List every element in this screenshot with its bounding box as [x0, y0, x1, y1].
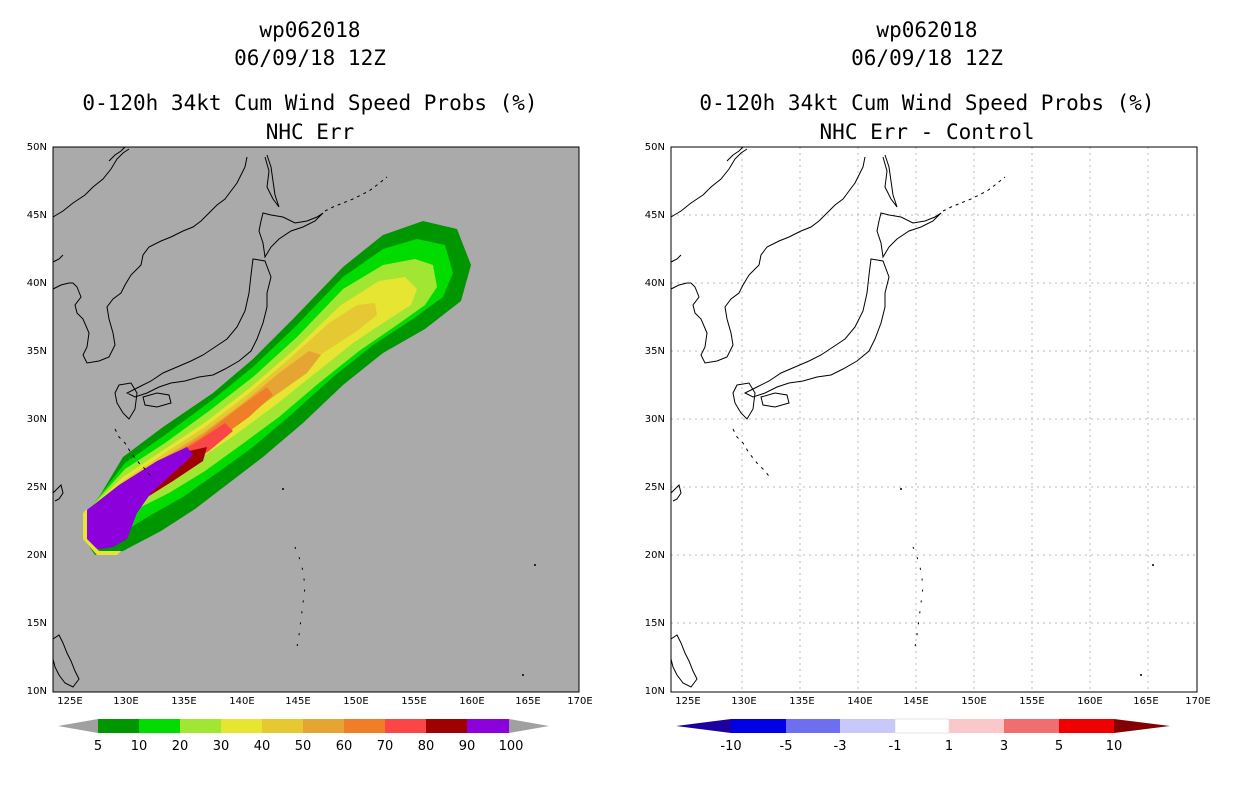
- left-colorbar-bin-50: [303, 719, 344, 733]
- left-colorbar-bin-20: [180, 719, 221, 733]
- prob-band-90: [83, 447, 193, 549]
- right-product-title: 0-120h 34kt Cum Wind Speed Probs (%): [699, 91, 1155, 115]
- left-map-frame: [52, 146, 580, 693]
- left-cb-label-60: 60: [336, 739, 353, 754]
- right-cb-label-neg3: -3: [834, 739, 847, 754]
- right-subtitle: NHC Err - Control: [819, 120, 1035, 144]
- right-colorbar-bin-3: [1004, 719, 1059, 733]
- left-lat-45n: 45N: [27, 210, 47, 221]
- right-lon-145e: 145E: [903, 696, 928, 707]
- right-colorbar-bin-neg1: [894, 718, 950, 734]
- left-lat-40n: 40N: [27, 278, 47, 289]
- left-lat-10n: 10N: [27, 686, 47, 697]
- right-lon-135e: 135E: [789, 696, 814, 707]
- left-product-title: 0-120h 34kt Cum Wind Speed Probs (%): [82, 91, 538, 115]
- left-lat-25n: 25N: [27, 482, 47, 493]
- left-cb-label-70: 70: [377, 739, 394, 754]
- right-storm-id: wp062018: [876, 18, 978, 42]
- left-colorbar-over: [509, 719, 549, 733]
- right-cb-label-neg10: -10: [720, 739, 741, 754]
- right-datetime: 06/09/18 12Z: [851, 46, 1003, 70]
- left-cb-label-100: 100: [499, 739, 524, 754]
- right-lat-10n: 10N: [645, 686, 665, 697]
- left-lon-125e: 125E: [57, 696, 82, 707]
- left-cb-label-40: 40: [254, 739, 271, 754]
- left-colorbar-bin-40: [262, 719, 303, 733]
- left-colorbar-bin-10: [139, 719, 180, 733]
- right-colorbar-bin-5: [1059, 719, 1114, 733]
- left-lon-140e: 140E: [229, 696, 254, 707]
- right-lon-125e: 125E: [675, 696, 700, 707]
- left-cb-label-80: 80: [418, 739, 435, 754]
- right-colorbar-under: [676, 719, 731, 733]
- right-cb-label-neg1: -1: [889, 739, 902, 754]
- left-lat-30n: 30N: [27, 414, 47, 425]
- left-cb-label-30: 30: [213, 739, 230, 754]
- left-lon-165e: 165E: [515, 696, 540, 707]
- left-cb-label-90: 90: [459, 739, 476, 754]
- right-cb-label-3: 3: [1000, 739, 1008, 754]
- left-lat-20n: 20N: [27, 550, 47, 561]
- right-lon-140e: 140E: [847, 696, 872, 707]
- left-subtitle: NHC Err: [265, 120, 355, 144]
- left-lon-150e: 150E: [343, 696, 368, 707]
- left-map: [52, 146, 580, 693]
- right-cb-label-1: 1: [945, 739, 953, 754]
- left-lon-145e: 145E: [285, 696, 310, 707]
- right-colorbar-bin-neg3: [840, 719, 895, 733]
- left-colorbar-bin-30: [221, 719, 262, 733]
- right-map-gridlines: [671, 147, 1197, 692]
- right-colorbar-over: [1114, 719, 1170, 733]
- left-colorbar-bin-80: [426, 719, 467, 733]
- right-colorbar-bin-neg5: [786, 719, 840, 733]
- left-colorbar-bin-70: [385, 719, 426, 733]
- right-lat-35n: 35N: [645, 346, 665, 357]
- left-map-background: [53, 147, 579, 692]
- left-colorbar: 5 10 20 30 40 50 60 70 80 90 100: [58, 719, 549, 754]
- right-lon-150e: 150E: [961, 696, 986, 707]
- left-colorbar-under: [58, 719, 98, 733]
- left-cb-label-50: 50: [295, 739, 312, 754]
- prob-band-100: [83, 509, 121, 555]
- right-lat-45n: 45N: [645, 210, 665, 221]
- left-lat-50n: 50N: [27, 142, 47, 153]
- right-map: [670, 146, 1198, 693]
- right-colorbar: -10 -5 -3 -1 1 3 5 10: [676, 718, 1170, 754]
- right-map-frame: [670, 146, 1198, 693]
- right-lat-40n: 40N: [645, 278, 665, 289]
- right-lat-25n: 25N: [645, 482, 665, 493]
- left-colorbar-bin-60: [344, 719, 385, 733]
- left-lon-135e: 135E: [171, 696, 196, 707]
- left-lon-130e: 130E: [113, 696, 138, 707]
- left-lat-35n: 35N: [27, 346, 47, 357]
- left-cb-label-5: 5: [94, 739, 102, 754]
- right-lat-50n: 50N: [645, 142, 665, 153]
- right-lat-20n: 20N: [645, 550, 665, 561]
- left-cb-label-10: 10: [131, 739, 148, 754]
- left-lon-155e: 155E: [401, 696, 426, 707]
- right-colorbar-bin-neg10: [731, 719, 786, 733]
- left-datetime: 06/09/18 12Z: [234, 46, 386, 70]
- left-colorbar-bin-5: [98, 719, 139, 733]
- right-colorbar-bin-1: [949, 719, 1004, 733]
- left-lat-15n: 15N: [27, 618, 47, 629]
- right-cb-label-5: 5: [1055, 739, 1063, 754]
- right-lat-30n: 30N: [645, 414, 665, 425]
- left-cb-label-20: 20: [172, 739, 189, 754]
- left-lon-160e: 160E: [459, 696, 484, 707]
- left-lon-170e: 170E: [567, 696, 592, 707]
- right-cb-label-10: 10: [1106, 739, 1123, 754]
- right-cb-label-neg5: -5: [780, 739, 793, 754]
- right-lon-160e: 160E: [1077, 696, 1102, 707]
- right-lon-130e: 130E: [731, 696, 756, 707]
- left-colorbar-bin-90: [467, 719, 509, 733]
- right-lon-165e: 165E: [1133, 696, 1158, 707]
- left-storm-id: wp062018: [259, 18, 361, 42]
- right-lon-170e: 170E: [1185, 696, 1210, 707]
- right-lon-155e: 155E: [1019, 696, 1044, 707]
- right-lat-15n: 15N: [645, 618, 665, 629]
